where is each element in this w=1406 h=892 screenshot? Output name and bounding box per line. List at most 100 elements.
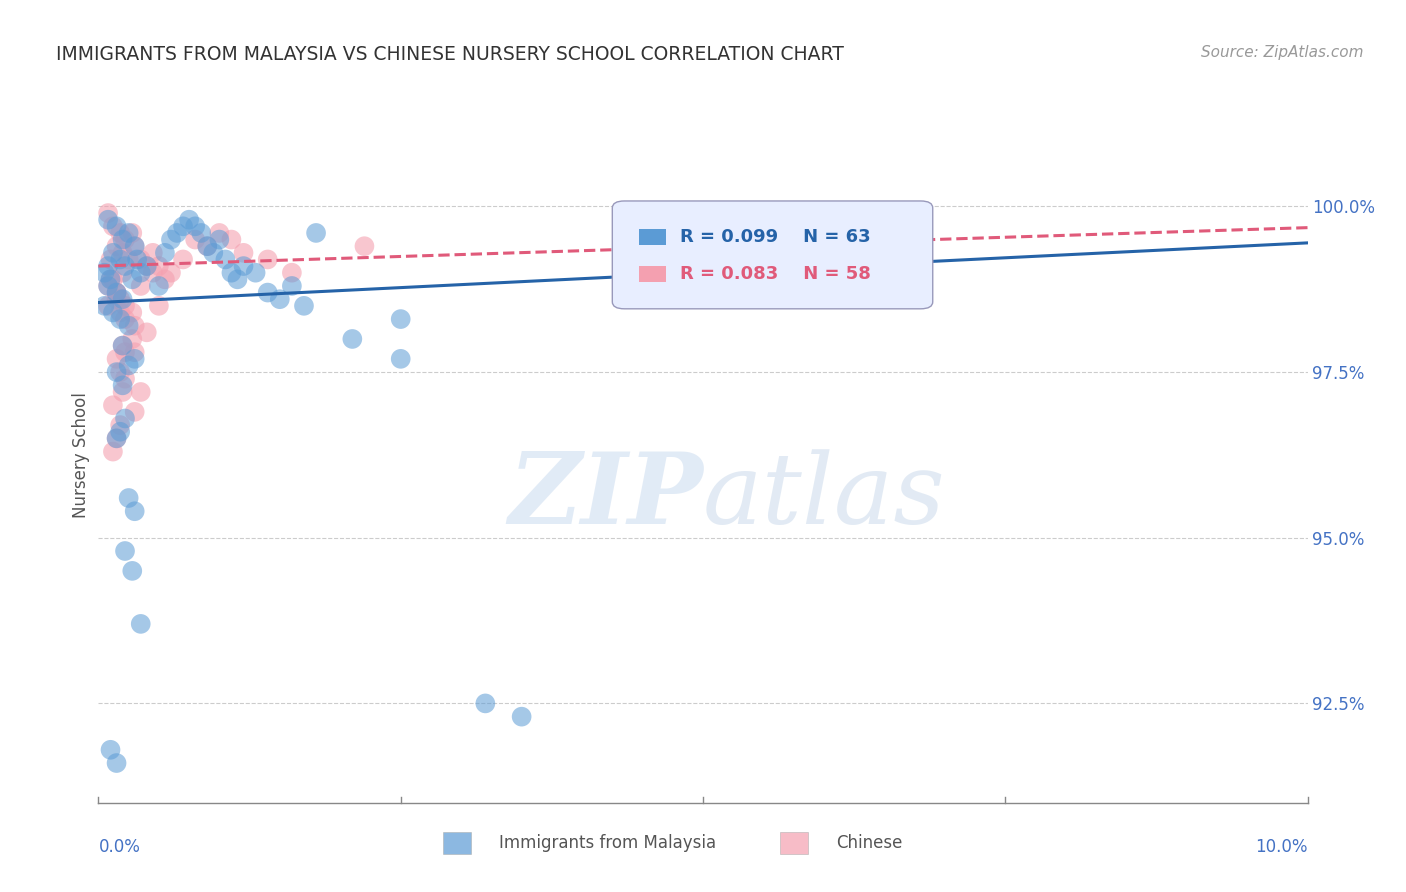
Point [114,299,136,313]
Point [105,431,128,445]
Point [172,219,194,234]
Point [121,564,143,578]
Point [97,212,120,227]
Point [101,219,124,234]
Point [292,299,315,313]
Point [101,272,124,286]
Point [97,279,120,293]
Point [111,266,134,280]
Point [111,378,134,392]
Point [97,299,120,313]
Text: R = 0.099    N = 63: R = 0.099 N = 63 [681,228,870,246]
Point [148,299,170,313]
Text: 10.0%: 10.0% [1256,838,1308,856]
Point [118,226,141,240]
Point [184,233,207,247]
Text: atlas: atlas [703,449,946,544]
Point [124,405,146,419]
Point [108,418,131,433]
Point [100,252,122,267]
Point [105,219,128,234]
Point [179,212,201,227]
Point [111,384,134,399]
Point [105,756,128,770]
Point [153,245,176,260]
Point [124,239,146,253]
Point [221,266,243,280]
Point [105,285,128,300]
Point [101,245,124,260]
Point [124,239,146,253]
Bar [638,267,665,282]
Point [752,279,775,293]
Point [105,365,128,379]
Text: Chinese: Chinese [837,834,903,852]
Point [129,279,152,293]
Point [232,259,254,273]
Point [105,292,128,306]
Point [353,239,375,253]
Point [118,359,141,373]
Text: ZIP: ZIP [508,449,703,545]
Point [108,252,131,267]
Point [160,233,183,247]
Text: 0.0%: 0.0% [98,838,141,856]
Point [129,266,152,280]
Point [214,252,236,267]
Point [153,272,176,286]
Point [93,299,115,313]
Point [121,226,143,240]
Text: Immigrants from Malaysia: Immigrants from Malaysia [499,834,716,852]
Point [101,398,124,412]
Point [124,318,146,333]
Point [118,491,141,505]
Point [148,259,170,273]
Point [342,332,364,346]
Text: Source: ZipAtlas.com: Source: ZipAtlas.com [1201,45,1364,60]
Point [114,312,136,326]
Point [221,233,243,247]
Point [118,318,141,333]
Point [389,312,412,326]
Point [101,444,124,458]
Point [208,226,231,240]
Point [108,305,131,319]
Point [474,697,496,711]
Point [108,292,131,306]
Point [124,345,146,359]
Point [389,351,412,366]
Point [124,351,146,366]
Point [114,259,136,273]
Point [202,245,225,260]
Text: R = 0.083    N = 58: R = 0.083 N = 58 [681,265,870,283]
Point [166,226,188,240]
Point [114,372,136,386]
Point [135,326,157,340]
Bar [638,229,665,244]
Point [105,431,128,445]
Point [142,266,165,280]
Point [142,245,165,260]
Point [114,544,136,558]
Point [232,245,254,260]
Point [172,252,194,267]
Point [97,279,120,293]
Point [114,411,136,425]
Point [510,709,533,723]
Point [195,239,218,253]
Point [184,219,207,234]
Point [97,206,120,220]
Point [111,292,134,306]
Point [105,351,128,366]
Text: IMMIGRANTS FROM MALAYSIA VS CHINESE NURSERY SCHOOL CORRELATION CHART: IMMIGRANTS FROM MALAYSIA VS CHINESE NURS… [56,45,844,63]
Point [127,252,149,267]
Point [108,226,131,240]
Point [111,245,134,260]
Point [245,266,267,280]
Point [105,285,128,300]
Point [129,616,152,631]
Point [148,279,170,293]
Point [281,266,304,280]
Point [114,345,136,359]
Point [108,312,131,326]
